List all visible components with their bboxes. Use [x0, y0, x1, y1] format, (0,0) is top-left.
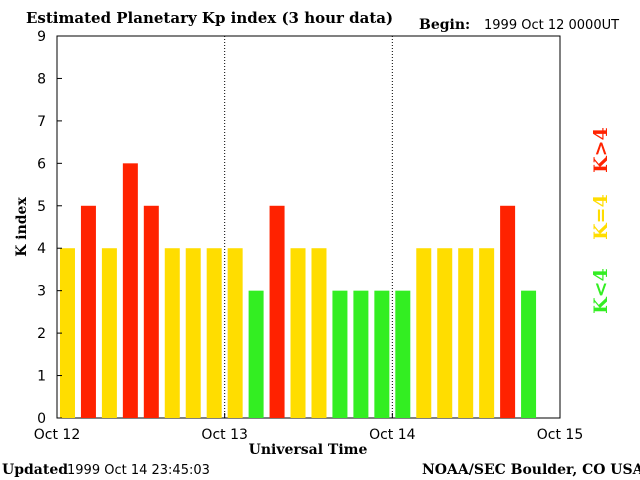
- x-tick-label: Oct 12: [34, 427, 80, 443]
- y-tick-label: 5: [37, 199, 46, 215]
- kp-bar: [500, 205, 516, 418]
- kp-bar: [164, 248, 180, 418]
- x-axis-label: Universal Time: [249, 442, 368, 458]
- kp-bar: [206, 248, 222, 418]
- kp-bar: [353, 290, 369, 418]
- bars: [59, 163, 537, 418]
- kp-bar: [479, 248, 495, 418]
- y-tick-label: 4: [37, 241, 46, 257]
- kp-bar: [311, 248, 327, 418]
- kp-bar: [521, 290, 537, 418]
- y-tick-label: 3: [37, 284, 46, 300]
- y-axis-ticks: 0 1 2 3 4 5 6 7 8 9: [37, 29, 62, 427]
- kp-bar: [143, 205, 159, 418]
- x-tick-label: Oct 14: [369, 427, 416, 443]
- kp-bar: [59, 248, 75, 418]
- kp-bar: [101, 248, 117, 418]
- y-tick-label: 1: [37, 369, 46, 385]
- updated-label: Updated: [2, 462, 68, 478]
- y-tick-label: 2: [37, 326, 46, 342]
- kp-bar: [269, 205, 285, 418]
- y-tick-label: 8: [37, 71, 46, 87]
- y-tick-label: 6: [37, 156, 46, 172]
- kp-bar: [416, 248, 432, 418]
- kp-bar: [80, 205, 96, 418]
- kp-bar: [374, 290, 390, 418]
- y-axis-label: K index: [14, 197, 30, 257]
- kp-bar: [395, 290, 411, 418]
- plot-frame: [56, 35, 561, 419]
- kp-bar: [227, 248, 243, 418]
- kp-bar: [185, 248, 201, 418]
- begin-label: Begin:: [419, 17, 470, 33]
- chart-title: Estimated Planetary Kp index (3 hour dat…: [26, 9, 393, 27]
- kp-bar: [122, 163, 138, 418]
- x-axis-ticks: Oct 12 Oct 13 Oct 14 Oct 15: [34, 413, 583, 443]
- legend-high: K>4: [590, 127, 612, 173]
- legend-low: K<4: [590, 268, 612, 314]
- kp-bar: [332, 290, 348, 418]
- kp-bar: [437, 248, 453, 418]
- begin-value: 1999 Oct 12 0000UT: [484, 18, 619, 33]
- y-tick-label: 0: [37, 411, 46, 427]
- kp-bar: [458, 248, 474, 418]
- kp-bar: [290, 248, 306, 418]
- updated-value: 1999 Oct 14 23:45:03: [67, 463, 210, 478]
- legend-mid: K=4: [590, 194, 612, 240]
- credit: NOAA/SEC Boulder, CO USA: [422, 462, 640, 478]
- x-tick-label: Oct 15: [537, 427, 583, 443]
- legend: K>4 K=4 K<4: [590, 127, 612, 314]
- y-tick-label: 7: [37, 114, 46, 130]
- y-tick-label: 9: [37, 29, 46, 45]
- kp-bar: [248, 290, 264, 418]
- x-tick-label: Oct 13: [201, 427, 247, 443]
- day-separators: [224, 36, 393, 418]
- plot-area: 0 1 2 3 4 5 6 7 8 9 Oct 12 Oct 13 Oct 14 Oct 15: [34, 29, 583, 443]
